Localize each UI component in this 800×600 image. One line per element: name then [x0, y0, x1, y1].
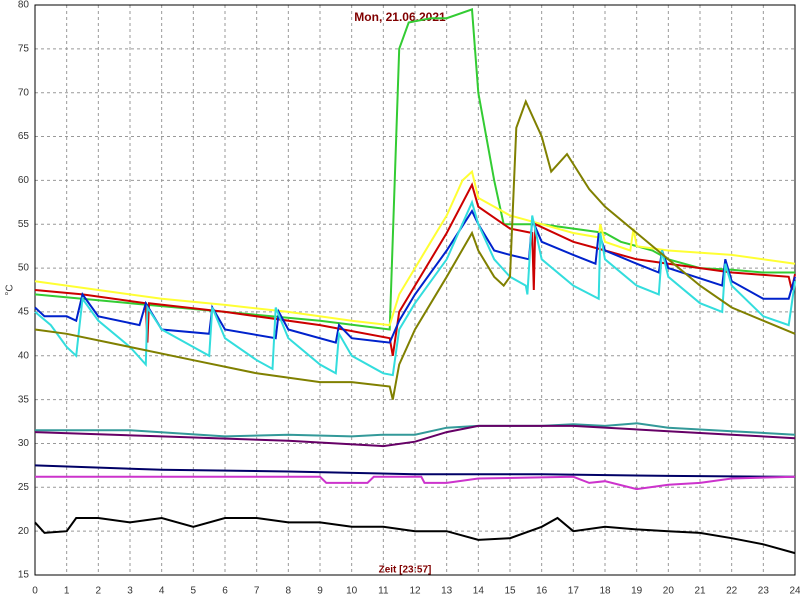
y-tick-label: 15	[18, 570, 30, 581]
x-tick-label: 2	[96, 586, 102, 597]
y-tick-label: 75	[18, 43, 30, 54]
x-tick-label: 16	[536, 586, 548, 597]
x-tick-label: 3	[127, 586, 133, 597]
series-line	[34, 8, 795, 331]
x-tick-label: 8	[286, 586, 292, 597]
x-tick-label: 7	[254, 586, 260, 597]
series-line	[34, 98, 796, 400]
x-tick-label: 0	[32, 586, 38, 597]
x-tick-label: 17	[568, 586, 580, 597]
x-tick-label: 15	[504, 586, 516, 597]
x-tick-label: 24	[789, 586, 800, 597]
y-tick-label: 25	[18, 482, 30, 493]
x-tick-label: 9	[317, 586, 323, 597]
x-tick-label: 19	[631, 586, 643, 597]
y-tick-label: 20	[18, 526, 30, 537]
series-line	[34, 169, 796, 327]
x-tick-label: 10	[346, 586, 358, 597]
y-tick-label: 40	[18, 350, 30, 361]
x-tick-label: 23	[758, 586, 770, 597]
x-tick-label: 22	[726, 586, 738, 597]
y-tick-label: 60	[18, 175, 30, 186]
y-axis-label: °C	[5, 284, 16, 295]
x-tick-label: 21	[694, 586, 706, 597]
y-tick-label: 80	[18, 0, 30, 11]
x-tick-label: 6	[222, 586, 228, 597]
x-tick-label: 20	[663, 586, 675, 597]
series-line	[34, 182, 796, 356]
y-tick-label: 35	[18, 394, 30, 405]
y-tick-label: 50	[18, 263, 30, 274]
x-tick-label: 5	[191, 586, 197, 597]
x-tick-label: 4	[159, 586, 165, 597]
series-line	[34, 516, 796, 555]
x-tick-label: 11	[378, 586, 389, 597]
chart-title: Mon, 21.06.2021	[354, 10, 446, 24]
x-tick-label: 1	[64, 586, 70, 597]
series-line	[34, 199, 796, 377]
y-tick-label: 55	[18, 219, 30, 230]
x-tick-label: 12	[409, 586, 421, 597]
series-line	[35, 422, 796, 438]
x-tick-label: 18	[599, 586, 611, 597]
series-line	[34, 464, 796, 478]
x-axis-label: Zeit [23:57]	[379, 565, 432, 576]
y-tick-label: 70	[18, 87, 30, 98]
x-tick-label: 14	[473, 586, 485, 597]
series-line	[34, 424, 796, 448]
x-tick-label: 13	[441, 586, 453, 597]
y-tick-label: 45	[18, 307, 30, 318]
y-tick-label: 30	[18, 438, 30, 449]
series-line	[35, 475, 796, 491]
y-tick-label: 65	[18, 131, 30, 142]
